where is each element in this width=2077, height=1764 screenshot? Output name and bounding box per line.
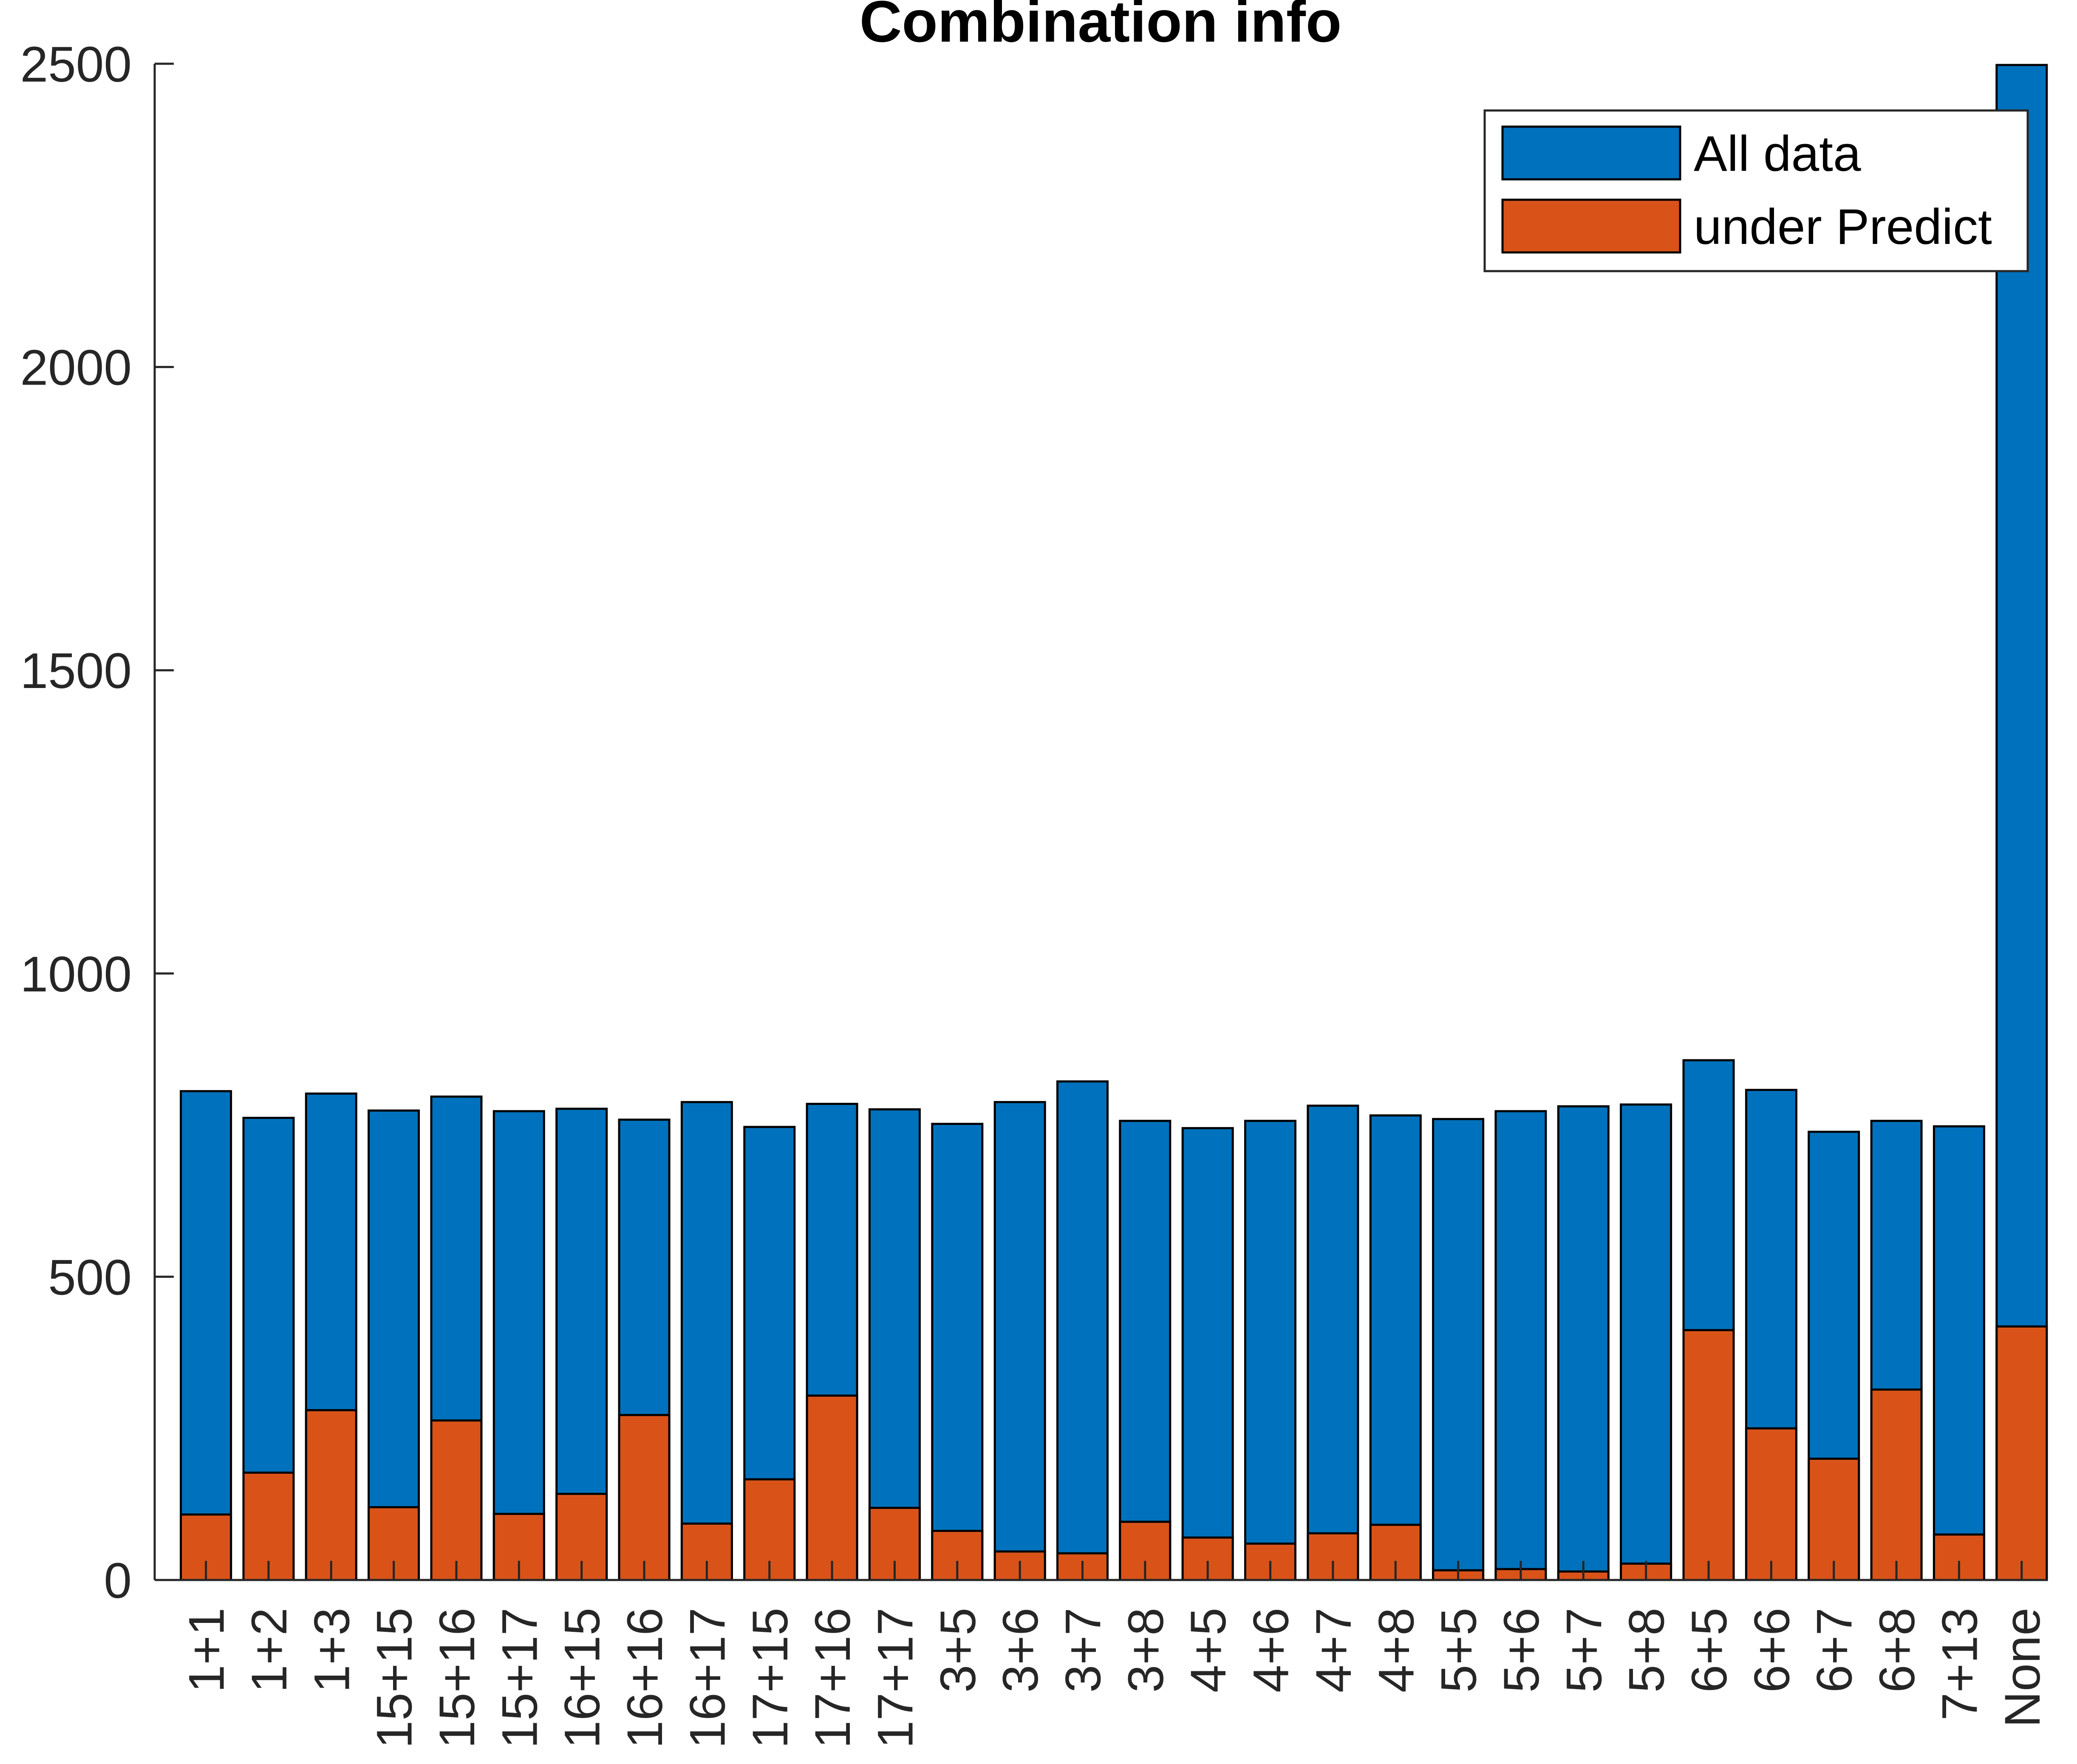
bar-all-data-4+7 [1307, 1104, 1359, 1581]
x-tick-label: 16+15 [555, 1608, 611, 1748]
x-tick-label: 5+8 [1619, 1608, 1675, 1693]
legend-label-all-data: All data [1694, 126, 1861, 182]
x-tick-label: 6+6 [1744, 1608, 1800, 1693]
x-tick-label: 1+1 [179, 1608, 235, 1693]
bar-under-predict-1+3 [305, 1409, 357, 1581]
bar-under-predict-6+7 [1808, 1458, 1860, 1581]
bar-under-predict-None [1995, 1325, 2048, 1581]
legend-swatch-under-predict [1501, 198, 1681, 254]
bar-all-data-7+13 [1933, 1125, 1985, 1581]
chart-title: Combination info [860, 0, 1341, 54]
x-tick-label: None [1995, 1608, 2051, 1727]
y-tick-label: 500 [48, 1249, 132, 1305]
x-tick-label: 3+5 [930, 1608, 986, 1693]
x-tick-label: 4+8 [1368, 1608, 1424, 1693]
bar-all-data-16+17 [680, 1101, 733, 1581]
bar-all-data-5+8 [1620, 1103, 1672, 1581]
legend-swatch-all-data [1501, 125, 1681, 181]
bar-all-data-4+5 [1181, 1127, 1234, 1581]
bar-under-predict-15+16 [430, 1419, 483, 1581]
x-tick-label: 3+8 [1118, 1608, 1174, 1693]
x-tick-labels: 1+1 1+2 1+3 15+15 15+16 15+17 16+15 16+16 16+17 1… [179, 1561, 2051, 1748]
y-tick-label: 1000 [20, 946, 132, 1002]
x-tick-label: 4+5 [1180, 1608, 1237, 1693]
x-tick-label: 6+8 [1869, 1608, 1925, 1693]
x-tick-label: 16+16 [617, 1608, 673, 1748]
bar-all-data-3+5 [931, 1123, 984, 1581]
x-tick-label: 3+7 [1055, 1608, 1112, 1693]
bar-all-data-15+17 [492, 1110, 545, 1581]
bar-under-predict-6+6 [1745, 1427, 1797, 1581]
x-tick-label: 4+6 [1243, 1608, 1299, 1693]
x-tick-label: 15+15 [367, 1608, 423, 1748]
bar-under-predict-6+8 [1870, 1388, 1923, 1581]
bar-all-data-3+7 [1056, 1080, 1109, 1581]
x-tick-label: 17+15 [742, 1608, 798, 1748]
y-tick-label: 2000 [20, 340, 132, 396]
bar-all-data-1+1 [180, 1090, 232, 1581]
x-tick-label: 6+7 [1807, 1608, 1863, 1693]
series-all-data [180, 64, 2048, 1581]
bar-all-data-3+8 [1119, 1120, 1171, 1581]
bar-under-predict-6+5 [1682, 1329, 1735, 1581]
x-tick-label: 5+5 [1431, 1608, 1487, 1693]
x-tick-label: 5+7 [1556, 1608, 1612, 1693]
bar-all-data-5+7 [1557, 1105, 1610, 1581]
x-tick-label: 1+3 [304, 1608, 360, 1693]
axes [153, 64, 2047, 1581]
bar-under-predict-16+16 [618, 1414, 671, 1581]
legend: All data under Predict [1483, 109, 2029, 272]
x-tick-label: 15+17 [492, 1608, 548, 1748]
x-tick-label: 17+17 [867, 1608, 923, 1748]
bar-all-data-3+6 [993, 1101, 1046, 1581]
x-tick-label: 5+6 [1494, 1608, 1550, 1693]
x-tick-label: 6+5 [1681, 1608, 1737, 1693]
bar-layer [180, 64, 2048, 1581]
x-tick-label: 7+13 [1932, 1608, 1988, 1721]
bar-all-data-5+5 [1432, 1118, 1485, 1581]
bar-under-predict-17+16 [806, 1394, 858, 1581]
x-tick-label: 3+6 [993, 1608, 1049, 1693]
x-tick-label: 17+16 [805, 1608, 861, 1748]
legend-label-under-predict: under Predict [1694, 199, 1992, 255]
bar-all-data-4+8 [1369, 1114, 1422, 1581]
bar-under-predict-16+17 [680, 1522, 733, 1581]
x-tick-label: 1+2 [241, 1608, 297, 1693]
y-tick-label: 1500 [20, 643, 132, 699]
x-tick-label: 16+17 [679, 1608, 736, 1748]
y-tick-labels: 0 500 1000 1500 2000 2500 [20, 37, 174, 1609]
y-tick-label: 0 [104, 1553, 132, 1609]
bar-all-data-4+6 [1244, 1120, 1296, 1581]
bar-under-predict-16+15 [555, 1492, 608, 1581]
x-tick-label: 4+7 [1306, 1608, 1362, 1693]
bar-all-data-5+6 [1494, 1110, 1547, 1581]
y-tick-label: 2500 [20, 37, 132, 93]
x-tick-label: 15+16 [429, 1608, 485, 1748]
